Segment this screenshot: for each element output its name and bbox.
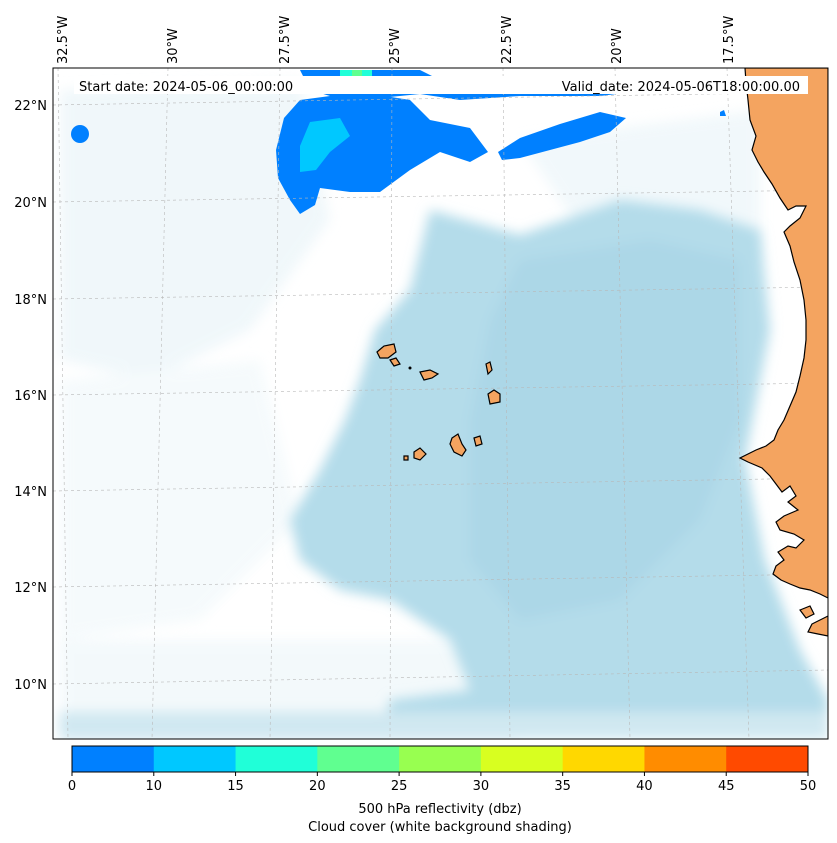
lat-label-10n: 10°N [14,678,47,693]
lat-label-22n: 22°N [14,99,47,114]
valid-date-label: Valid_date: 2024-05-06T18:00:00.00 [562,80,800,95]
colorbar-tick-label: 20 [309,779,326,794]
colorbar-tick-label: 10 [146,779,163,794]
lon-label-20w: 20°W [610,28,625,64]
colorbar-swatch [317,746,400,772]
colorbar-ticks: 0 10 15 20 25 30 35 40 45 50 [68,772,816,794]
colorbar-swatch [562,746,645,772]
start-date-label: Start date: 2024-05-06_00:00:00 [79,80,293,95]
colorbar-swatch [726,746,809,772]
lon-label-32-5w: 32.5°W [56,16,71,64]
lat-label-12n: 12°N [14,581,47,596]
latitude-labels: 22°N 20°N 18°N 16°N 14°N 12°N 10°N [14,99,47,693]
colorbar-tick-label: 35 [554,779,571,794]
colorbar-swatch [153,746,237,772]
map-frame [52,67,829,740]
colorbar-swatch [399,746,482,772]
lat-label-16n: 16°N [14,389,47,404]
colorbar-swatch [235,746,318,772]
lon-label-27-5w: 27.5°W [278,16,293,64]
colorbar-swatch [480,746,564,772]
cloud-cover-faint [60,80,760,739]
colorbar-tick-label: 25 [391,779,408,794]
colorbar-tick-label: 45 [718,779,735,794]
colorbar-label-reflectivity: 500 hPa reflectivity (dbz) [358,802,521,817]
longitude-labels: 32.5°W 30°W 27.5°W 25°W 22.5°W 20°W 17.5… [56,16,737,64]
colorbar-swatches [72,746,809,772]
lat-label-18n: 18°N [14,293,47,308]
colorbar-swatch [72,746,155,772]
lon-label-22-5w: 22.5°W [500,16,515,64]
colorbar-tick-label: 0 [68,779,76,794]
lon-label-17-5w: 17.5°W [722,16,737,64]
colorbar-tick-label: 15 [227,779,244,794]
colorbar-tick-label: 50 [800,779,817,794]
gridlines [53,68,828,739]
colorbar-swatch [644,746,727,772]
lon-label-25w: 25°W [388,28,403,64]
colorbar-label-cloud-cover: Cloud cover (white background shading) [308,820,572,835]
cloud-cover-main [60,200,828,739]
lat-label-20n: 20°N [14,196,47,211]
lat-label-14n: 14°N [14,485,47,500]
lon-label-30w: 30°W [166,28,181,64]
colorbar-tick-label: 30 [473,779,490,794]
info-bar [74,76,808,94]
colorbar-tick-label: 40 [636,779,653,794]
cape-verde-islands [376,343,501,461]
colorbar: 0 10 15 20 25 30 35 40 45 50 500 hPa reflectivity… [68,745,816,835]
colorbar-frame [71,745,809,773]
africa-landmass [738,68,828,637]
